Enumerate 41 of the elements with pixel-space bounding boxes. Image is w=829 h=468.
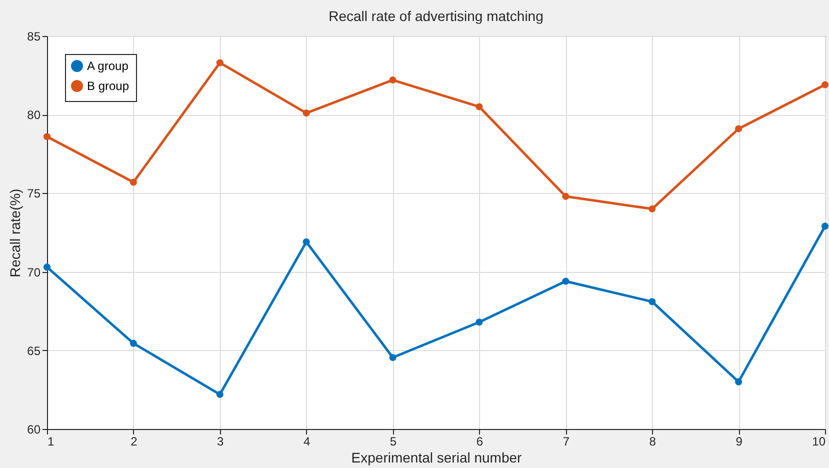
x-tick-label: 9 [736, 434, 743, 448]
legend-label: B group [87, 79, 130, 93]
point [43, 133, 51, 140]
point [476, 103, 483, 110]
y-tick-label: 75 [27, 186, 41, 201]
point [735, 125, 742, 132]
point [389, 76, 396, 84]
y-tick-label: 65 [27, 344, 41, 358]
x-tick-label: 5 [390, 434, 397, 448]
point [648, 205, 656, 212]
chart-title: Recall rate of advertising matching [328, 8, 544, 24]
point [302, 238, 310, 246]
y-tick-label: 60 [27, 422, 41, 436]
point [821, 81, 829, 88]
point [216, 59, 224, 66]
point [216, 390, 224, 398]
x-tick-label: 7 [562, 434, 570, 448]
y-axis-title: Recall rate(%) [7, 188, 24, 278]
y-tick-label: 70 [27, 265, 41, 280]
x-tick-label: 1 [48, 434, 54, 448]
x-tick-label: 10 [812, 434, 826, 448]
x-tick-label: 6 [476, 434, 484, 448]
x-tick-label: 2 [130, 434, 138, 448]
point [562, 192, 570, 200]
point [130, 340, 137, 347]
point [648, 298, 656, 306]
y-tick-label: 80 [27, 108, 41, 122]
point [735, 378, 742, 386]
legend-label: A group [87, 59, 129, 73]
x-tick-label: 4 [303, 434, 310, 448]
x-tick-label: 8 [649, 434, 656, 448]
point [562, 278, 570, 285]
x-tick-label: 3 [217, 434, 224, 448]
y-tick-label: 85 [27, 30, 41, 44]
point [302, 110, 310, 117]
point [43, 264, 51, 271]
point [130, 178, 137, 186]
point [821, 222, 829, 230]
x-axis-title: Experimental serial number [351, 450, 522, 466]
point [389, 354, 396, 362]
point [476, 318, 483, 326]
